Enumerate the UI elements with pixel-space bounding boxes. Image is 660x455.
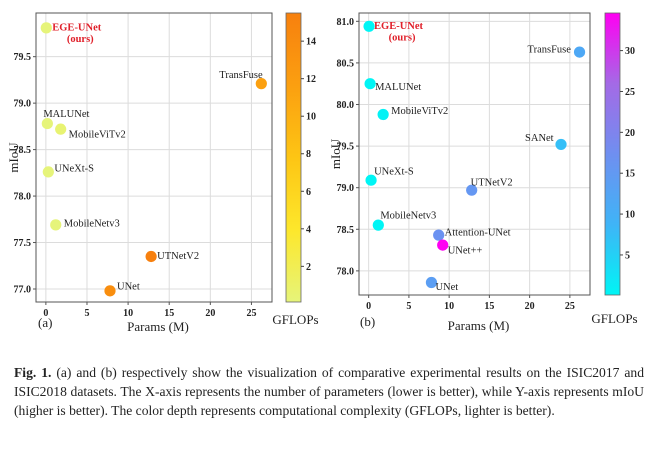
plot-frame bbox=[35, 12, 273, 303]
colorbar-tick-label: 14 bbox=[306, 37, 316, 48]
y-tick-label: 81.0 bbox=[337, 17, 355, 28]
colorbar-tick-label: 12 bbox=[306, 74, 316, 85]
data-point-malunet bbox=[41, 117, 53, 130]
x-tick-label: 10 bbox=[123, 308, 133, 319]
colorbar-tick-label: 5 bbox=[625, 250, 630, 261]
point-label: MobileNetv3 bbox=[64, 218, 120, 229]
colorbar-tick-label: 30 bbox=[625, 46, 635, 57]
panel-label: (a) bbox=[38, 315, 52, 330]
colorbar bbox=[604, 12, 621, 296]
figure-number: Fig. 1. bbox=[14, 365, 52, 380]
point-label: EGE-UNet bbox=[52, 22, 101, 33]
x-tick-label: 25 bbox=[246, 308, 256, 319]
colorbar-tick-label: 8 bbox=[306, 149, 311, 160]
data-point-unet- bbox=[437, 239, 449, 251]
panel-a-isic2017: 0 5 10 15 20 25 77.0 77.5 78.0 78.5 79.0 79.5 Params… bbox=[6, 12, 319, 334]
x-tick-label: 25 bbox=[565, 301, 575, 312]
data-point-unet bbox=[425, 276, 438, 289]
x-axis-label: Params (M) bbox=[127, 319, 189, 334]
point-label: UNet bbox=[435, 282, 458, 293]
x-tick-label: 0 bbox=[366, 301, 371, 312]
colorbar bbox=[285, 12, 302, 303]
y-tick-label: 79.5 bbox=[337, 142, 355, 153]
y-tick-label: 80.0 bbox=[337, 100, 355, 111]
point-label: MobileViTv2 bbox=[391, 106, 448, 117]
data-point-ege-unet bbox=[363, 20, 375, 32]
y-axis-label: mIoU bbox=[328, 138, 343, 169]
point-label: MALUNet bbox=[43, 109, 89, 120]
caption-text: (a) and (b) respectively show the visual… bbox=[14, 365, 644, 418]
y-tick-label: 78.0 bbox=[337, 266, 355, 277]
data-point-attention-unet bbox=[433, 229, 445, 241]
point-label: MobileViTv2 bbox=[69, 130, 126, 141]
data-point-utnetv2 bbox=[145, 250, 157, 263]
data-point-mobilevitv2 bbox=[377, 108, 389, 121]
x-tick-label: 20 bbox=[525, 301, 535, 312]
x-axis-label: Params (M) bbox=[448, 318, 510, 333]
y-tick-label: 80.5 bbox=[337, 58, 355, 69]
colorbar-tick-label: 25 bbox=[625, 87, 635, 98]
y-tick-label: 78.5 bbox=[337, 225, 355, 236]
point-label: EGE-UNet bbox=[374, 21, 423, 32]
y-tick-label: 79.0 bbox=[14, 99, 32, 110]
data-point-unext-s bbox=[365, 174, 377, 186]
point-label: MobileNetv3 bbox=[380, 211, 436, 222]
point-label: TransFuse bbox=[219, 70, 263, 81]
y-tick-label: 78.5 bbox=[14, 145, 32, 156]
y-tick-label: 78.0 bbox=[14, 192, 32, 203]
plot-frame bbox=[358, 12, 591, 296]
colorbar-tick-label: 6 bbox=[306, 187, 311, 198]
y-tick-label: 79.5 bbox=[14, 52, 32, 63]
x-tick-label: 0 bbox=[43, 308, 48, 319]
data-point-transfuse bbox=[573, 46, 586, 58]
figure-caption: Fig. 1. (a) and (b) respectively show th… bbox=[14, 363, 644, 420]
point-label: Attention-UNet bbox=[445, 228, 511, 239]
x-tick-label: 10 bbox=[444, 301, 454, 312]
point-label: UTNetV2 bbox=[471, 178, 513, 189]
x-tick-label: 15 bbox=[164, 308, 174, 319]
x-tick-label: 5 bbox=[84, 308, 89, 319]
colorbar-tick-label: 2 bbox=[306, 262, 311, 273]
point-label: UNet bbox=[117, 281, 140, 292]
x-tick-label: 5 bbox=[406, 301, 411, 312]
y-tick-label: 79.0 bbox=[337, 183, 355, 194]
colorbar-tick-label: 4 bbox=[306, 224, 311, 235]
data-point-unext-s bbox=[42, 166, 54, 178]
point-label: UNet++ bbox=[448, 246, 483, 257]
data-point-mobilenetv3 bbox=[372, 219, 384, 231]
data-point-malunet bbox=[364, 78, 376, 90]
data-point-mobilenetv3 bbox=[50, 219, 62, 231]
point-label: UNeXt-S bbox=[54, 163, 94, 174]
point-label: UNeXt-S bbox=[374, 167, 414, 178]
data-point-utnetv2 bbox=[466, 184, 478, 196]
data-point-mobilevitv2 bbox=[55, 123, 67, 135]
data-point-unet bbox=[104, 285, 116, 297]
y-tick-label: 77.0 bbox=[14, 284, 32, 295]
colorbar-tick-label: 15 bbox=[625, 169, 635, 180]
x-tick-label: 20 bbox=[205, 308, 215, 319]
colorbar-label: GFLOPs bbox=[591, 311, 637, 326]
point-sublabel: (ours) bbox=[389, 32, 416, 43]
point-label: UTNetV2 bbox=[157, 251, 199, 262]
panel-label: (b) bbox=[360, 314, 375, 329]
colorbar-label: GFLOPs bbox=[272, 312, 318, 327]
point-label: TransFuse bbox=[528, 45, 572, 56]
point-label: MALUNet bbox=[375, 82, 421, 93]
data-point-sanet bbox=[555, 138, 567, 151]
panel-b-isic2018: 0 5 10 15 20 25 78.0 78.5 79.0 79.5 80.0 80.5 81.0 Pa… bbox=[328, 12, 638, 333]
point-label: SANet bbox=[525, 133, 554, 144]
colorbar-tick-label: 10 bbox=[306, 112, 316, 123]
data-point-transfuse bbox=[255, 78, 267, 90]
colorbar-tick-label: 10 bbox=[625, 210, 635, 221]
data-point-ege-unet bbox=[40, 22, 52, 34]
y-tick-label: 77.5 bbox=[14, 238, 32, 249]
point-sublabel: (ours) bbox=[67, 34, 94, 45]
colorbar-tick-label: 20 bbox=[625, 128, 635, 139]
y-axis-label: mIoU bbox=[6, 142, 21, 173]
x-tick-label: 15 bbox=[484, 301, 494, 312]
figure: 0 5 10 15 20 2577.077.578.078.579.079.5Params… bbox=[6, 12, 638, 334]
